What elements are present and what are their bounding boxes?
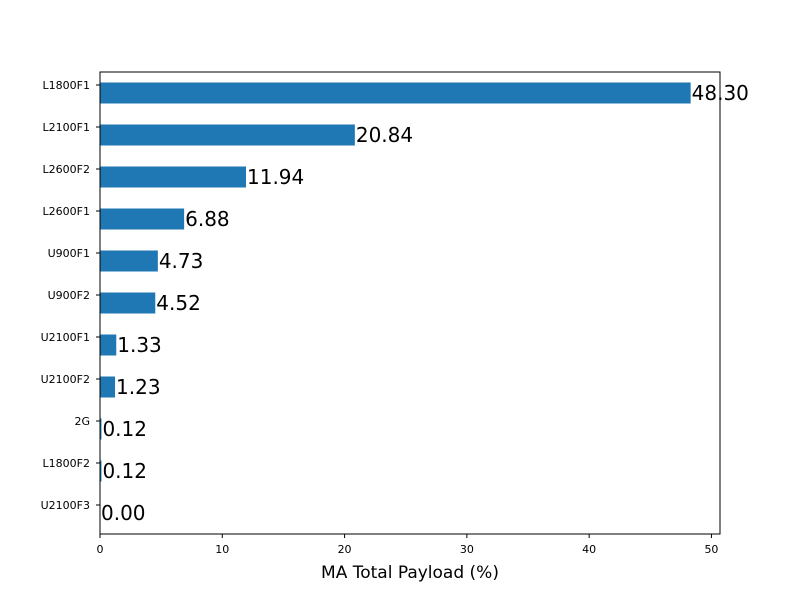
y-tick-label: U2100F3 <box>41 499 90 512</box>
bar-u2100f1 <box>100 334 117 356</box>
x-axis-title: MA Total Payload (%) <box>321 563 499 583</box>
data-label: 0.12 <box>102 459 147 483</box>
bar-u900f2 <box>100 292 156 314</box>
bar-u900f1 <box>100 250 158 272</box>
x-tick-label: 0 <box>97 543 104 556</box>
data-label: 1.33 <box>117 333 162 357</box>
y-tick-label: 2G <box>74 415 90 428</box>
data-label: 11.94 <box>247 165 304 189</box>
y-tick-label: U2100F2 <box>41 373 90 386</box>
bar-2g <box>100 418 102 440</box>
data-label: 1.23 <box>116 375 161 399</box>
bar-l2600f2 <box>100 166 247 188</box>
x-tick-label: 30 <box>460 543 474 556</box>
bar-u2100f2 <box>100 376 116 398</box>
y-tick-label: L2100F1 <box>43 121 90 134</box>
y-tick-label: L2600F2 <box>43 163 90 176</box>
bar-l2100f1 <box>100 124 355 146</box>
data-label: 4.73 <box>159 249 204 273</box>
data-labels-group: 48.3020.8411.946.884.734.521.331.230.120… <box>101 81 749 525</box>
x-tick-label: 50 <box>704 543 718 556</box>
x-tick-label: 10 <box>215 543 229 556</box>
plot-frame <box>99 71 721 535</box>
data-label: 6.88 <box>185 207 230 231</box>
bars-group <box>100 82 691 482</box>
y-tick-labels: L1800F1 L2100F1 L2600F2 L2600F1 U900F1 U900F2… <box>41 79 100 512</box>
bar-l1800f2 <box>100 460 102 482</box>
data-label: 0.12 <box>102 417 147 441</box>
y-tick-label: L1800F1 <box>43 79 90 92</box>
x-ticks: 0 10 20 30 40 50 <box>97 534 718 556</box>
data-label: 0.00 <box>101 501 146 525</box>
bar-l1800f1 <box>100 82 691 104</box>
bar-l2600f1 <box>100 208 185 230</box>
y-tick-label: U2100F1 <box>41 331 90 344</box>
x-tick-label: 20 <box>338 543 352 556</box>
x-tick-label: 40 <box>582 543 596 556</box>
y-tick-label: L2600F1 <box>43 205 90 218</box>
data-label: 4.52 <box>156 291 201 315</box>
data-label: 20.84 <box>356 123 413 147</box>
y-tick-label: L1800F2 <box>43 457 90 470</box>
y-tick-label: U900F2 <box>48 289 90 302</box>
y-tick-label: U900F1 <box>48 247 90 260</box>
